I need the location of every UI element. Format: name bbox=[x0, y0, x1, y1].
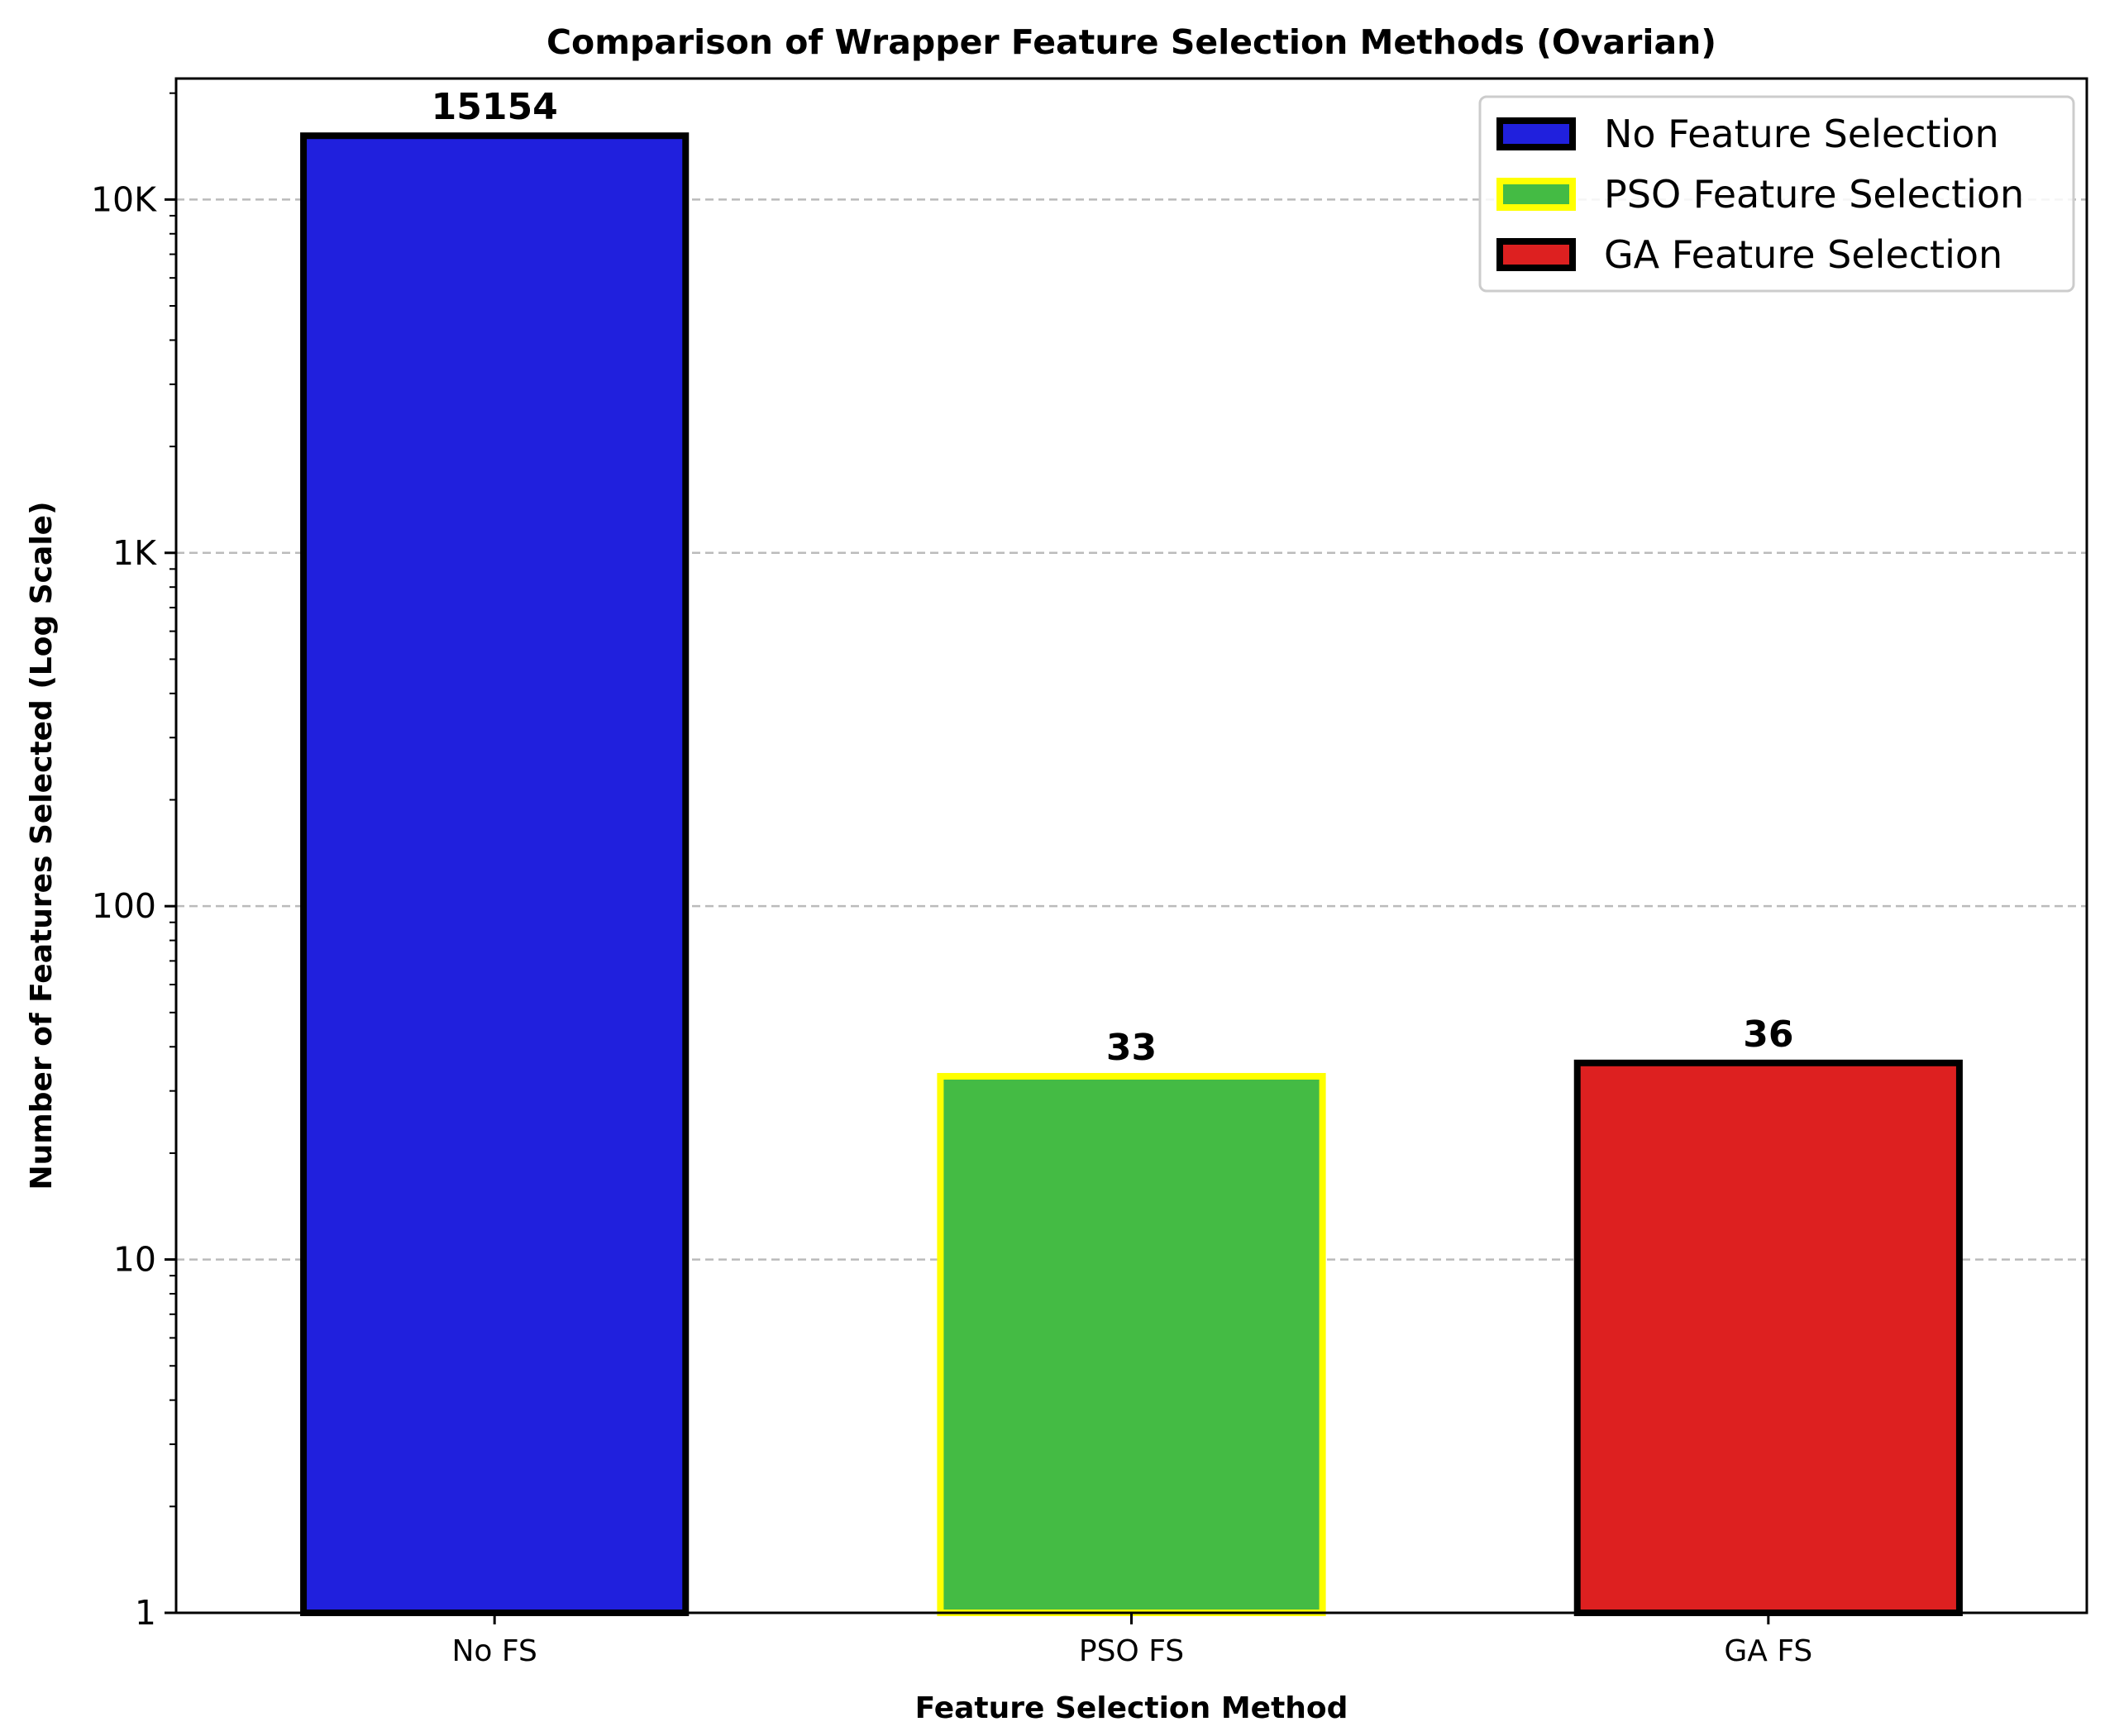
bar-value-labels: 15154 33 36 bbox=[432, 86, 1794, 1069]
bar-no-fs bbox=[300, 132, 690, 1616]
y-tick-label: 10 bbox=[113, 1240, 156, 1280]
legend-swatch bbox=[1496, 178, 1576, 211]
y-axis-ticks: 1 10 100 1K 10K bbox=[91, 92, 176, 1633]
y-axis-label: Number of Features Selected (Log Scale) bbox=[25, 501, 59, 1190]
legend-swatch bbox=[1496, 117, 1576, 150]
y-tick-label: 100 bbox=[92, 886, 156, 926]
bars bbox=[300, 132, 1963, 1617]
legend: No Feature Selection PSO Feature Selectio… bbox=[1478, 95, 2075, 293]
x-tick-label: No FS bbox=[452, 1634, 537, 1668]
y-tick-label: 1K bbox=[112, 533, 157, 573]
bar-ga-fs bbox=[1573, 1059, 1963, 1617]
x-tick-label: PSO FS bbox=[1079, 1634, 1184, 1668]
x-axis-label: Feature Selection Method bbox=[915, 1691, 1348, 1725]
y-tick-label: 10K bbox=[91, 179, 157, 219]
chart-title: Comparison of Wrapper Feature Selection … bbox=[547, 22, 1716, 62]
y-tick-label: 1 bbox=[135, 1593, 156, 1633]
x-axis-ticks: No FS PSO FS GA FS bbox=[452, 1613, 1812, 1668]
bar-value-label: 33 bbox=[1106, 1027, 1157, 1069]
bar-value-label: 36 bbox=[1743, 1013, 1793, 1056]
bar-pso-fs bbox=[937, 1072, 1326, 1617]
legend-label: No Feature Selection bbox=[1604, 112, 1999, 156]
legend-label: GA Feature Selection bbox=[1604, 232, 2002, 277]
bar-value-label: 15154 bbox=[432, 86, 558, 128]
legend-box bbox=[1478, 95, 2075, 293]
legend-swatch bbox=[1496, 238, 1576, 271]
x-tick-label: GA FS bbox=[1724, 1634, 1812, 1668]
legend-label: PSO Feature Selection bbox=[1604, 172, 2024, 217]
